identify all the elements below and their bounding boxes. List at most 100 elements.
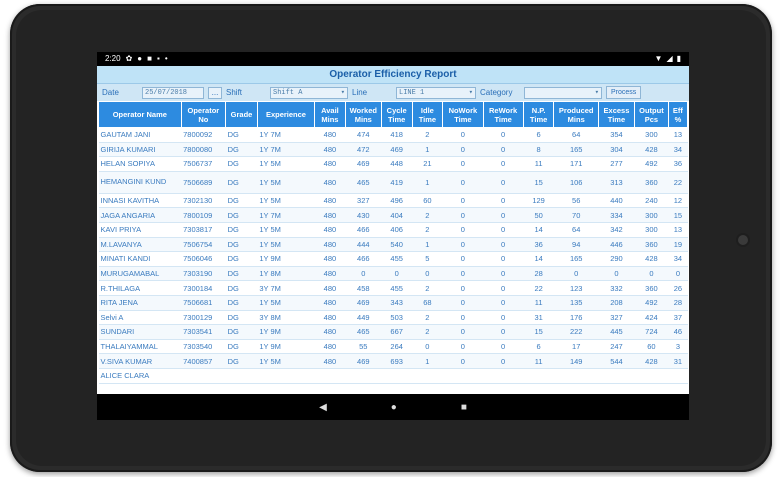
table-cell: 327 — [345, 193, 382, 209]
process-button[interactable]: Process — [606, 86, 642, 99]
table-cell: 0 — [483, 353, 524, 369]
table-cell: 94 — [553, 237, 599, 253]
table-row[interactable]: Selvi A 7300129 DG 3Y 8M 480 449 503 2 0 0 31 176 32… — [98, 310, 688, 326]
settings-icon: ✿ — [125, 54, 133, 63]
shift-label: Shift — [226, 88, 243, 97]
table-row[interactable]: M.LAVANYA 7506754 DG 1Y 5M 480 444 540 1 0 0 36 94 4… — [98, 237, 688, 253]
column-header: Idle Time — [411, 101, 444, 128]
table-cell: 404 — [381, 207, 413, 223]
table-cell — [345, 368, 382, 384]
table-cell: 149 — [553, 353, 599, 369]
table-cell: 64 — [553, 222, 599, 238]
table-cell: 428 — [634, 251, 669, 267]
table-cell: V.SIVA KUMAR — [98, 353, 182, 369]
table-row[interactable]: GAUTAM JANI 7800092 DG 1Y 7M 480 474 418 2 0 0 6 64… — [98, 127, 688, 143]
column-header: Produced Mins — [553, 101, 599, 128]
table-cell: 332 — [598, 280, 635, 296]
table-cell: 5 — [412, 251, 443, 267]
table-cell: 21 — [412, 156, 443, 172]
category-label: Category — [480, 88, 513, 97]
table-cell: 3Y 7M — [257, 280, 315, 296]
table-row[interactable]: HELAN SOPIYA 7506737 DG 1Y 5M 480 469 448 21 0 0 1… — [98, 156, 688, 172]
table-cell: 418 — [381, 127, 413, 143]
table-cell — [668, 368, 688, 384]
table-cell: 693 — [381, 353, 413, 369]
table-cell: 1Y 9M — [257, 251, 315, 267]
column-header: Output Pcs — [633, 101, 669, 128]
table-cell: 0 — [483, 339, 524, 355]
table-cell: 34 — [668, 251, 688, 267]
table-row[interactable]: KAVI PRIYA 7303817 DG 1Y 5M 480 466 406 2 0 0 14 64… — [98, 222, 688, 238]
table-cell: 222 — [553, 324, 599, 340]
table-row[interactable]: GIRIJA KUMARI 7800080 DG 1Y 7M 480 472 469 1 0 0 8… — [98, 142, 688, 158]
table-cell: 440 — [598, 193, 635, 209]
table-row[interactable]: JAGA ANGARIA 7800109 DG 1Y 7M 480 430 404 2 0 0 50… — [98, 207, 688, 223]
table-row[interactable]: HEMANGINI KUND 7506689 DG 1Y 5M 480 465 419 1 0 0… — [98, 171, 688, 194]
table-cell: 70 — [553, 207, 599, 223]
table-cell: 480 — [314, 207, 346, 223]
table-cell: DG — [225, 295, 258, 311]
table-cell: GIRIJA KUMARI — [98, 142, 182, 158]
table-cell: 1Y 8M — [257, 266, 315, 282]
chevron-down-icon: ▾ — [468, 88, 473, 97]
table-cell: 304 — [598, 142, 635, 158]
table-row[interactable]: MINATI KANDI 7506046 DG 1Y 9M 480 466 455 5 0 0 14… — [98, 251, 688, 267]
table-cell: 28 — [668, 295, 688, 311]
table-cell: 13 — [668, 222, 688, 238]
table-cell: 472 — [345, 142, 382, 158]
table-cell: 19 — [668, 237, 688, 253]
table-cell: 56 — [553, 193, 599, 209]
column-header: NoWork Time — [442, 101, 484, 128]
back-icon[interactable]: ◀ — [319, 401, 327, 413]
table-cell: 3Y 8M — [257, 310, 315, 326]
table-cell: 1Y 5M — [257, 222, 315, 238]
table-cell: 449 — [345, 310, 382, 326]
table-cell: 458 — [345, 280, 382, 296]
table-cell: 343 — [381, 295, 413, 311]
table-row[interactable]: V.SIVA KUMAR 7400857 DG 1Y 5M 480 469 693 1 0 0 11… — [98, 353, 688, 369]
table-cell: 264 — [381, 339, 413, 355]
category-select[interactable]: ▾ — [524, 86, 602, 99]
table-cell: 0 — [412, 339, 443, 355]
battery-icon: ▮ — [676, 54, 681, 63]
shift-select[interactable]: Shift A ▾ — [270, 86, 348, 99]
table-row[interactable]: INNASI KAVITHA 7302130 DG 1Y 5M 480 327 496 60 0… — [98, 193, 688, 209]
table-cell: 444 — [345, 237, 382, 253]
table-cell: 544 — [598, 353, 635, 369]
recents-icon[interactable]: ■ — [460, 401, 467, 413]
table-cell: DG — [225, 193, 258, 209]
table-cell: 0 — [483, 142, 524, 158]
status-bar: 2:20 ✿ ● ■ ▪ • ▼ ◢ ▮ — [97, 52, 689, 66]
table-cell: DG — [225, 353, 258, 369]
table-cell: 7506681 — [181, 295, 226, 311]
table-cell: 0 — [442, 266, 483, 282]
table-row[interactable]: SUNDARI 7303541 DG 1Y 9M 480 465 667 2 0 0 15 222 44… — [98, 324, 688, 340]
table-row[interactable]: R.THILAGA 7300184 DG 3Y 7M 480 458 455 2 0 0 22 123… — [98, 280, 688, 296]
table-row[interactable]: ALICE CLARA — [98, 368, 688, 384]
table-cell: 466 — [345, 251, 382, 267]
table-row[interactable]: MURUGAMABAL 7303190 DG 1Y 8M 480 0 0 0 0 0 28 0 0 0 0 — [98, 266, 688, 282]
date-picker-button[interactable]: ... — [208, 86, 222, 99]
date-field[interactable]: 25/07/2018 — [142, 86, 204, 99]
table-cell: 724 — [634, 324, 669, 340]
table-cell: 492 — [634, 295, 669, 311]
table-cell: 446 — [598, 237, 635, 253]
table-cell: 46 — [668, 324, 688, 340]
table-row[interactable]: RITA JENA 7506681 DG 1Y 5M 480 469 343 68 0 0 11 13… — [98, 295, 688, 311]
table-cell: 503 — [381, 310, 413, 326]
table-cell: 1Y 5M — [257, 353, 315, 369]
table-cell: 469 — [345, 156, 382, 172]
table-cell: 465 — [345, 171, 382, 194]
line-select[interactable]: LINE 1 ▾ — [396, 86, 476, 99]
table-cell: 0 — [442, 353, 483, 369]
table-cell: 313 — [598, 171, 635, 194]
table-cell: 135 — [553, 295, 599, 311]
table-cell — [225, 368, 258, 384]
home-icon[interactable]: ● — [390, 401, 397, 413]
table-cell — [598, 368, 635, 384]
table-cell: 0 — [442, 127, 483, 143]
table-cell: 11 — [523, 295, 554, 311]
table-row[interactable]: THALAIYAMMAL 7303540 DG 1Y 9M 480 55 264 0 0 0 6 17… — [98, 339, 688, 355]
table-cell: DG — [225, 251, 258, 267]
table-cell: 424 — [634, 310, 669, 326]
